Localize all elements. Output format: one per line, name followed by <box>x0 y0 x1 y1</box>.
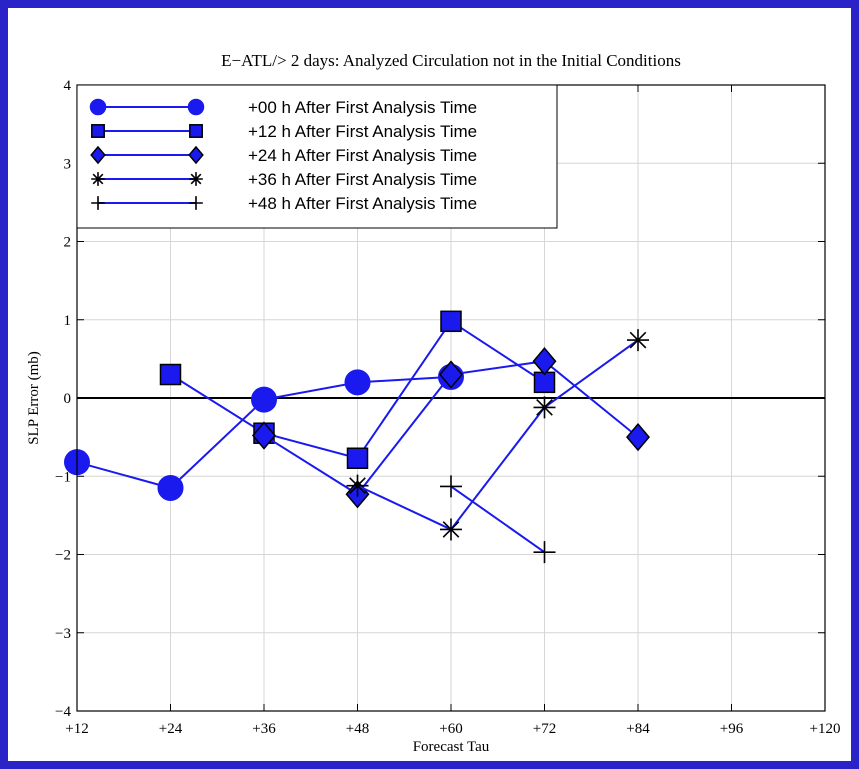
asterisk-marker <box>91 172 105 186</box>
plus-marker <box>440 475 462 498</box>
circle-marker <box>157 474 184 501</box>
y-tick-label: 1 <box>64 313 72 329</box>
x-tick-label: +36 <box>252 721 276 737</box>
x-tick-label: +96 <box>720 721 744 737</box>
square-marker <box>91 124 105 138</box>
y-tick-label: 4 <box>64 78 72 94</box>
diamond-marker <box>188 145 204 165</box>
legend-entry: +24 h After First Analysis Time <box>90 145 477 165</box>
legend-entry: +36 h After First Analysis Time <box>91 170 477 189</box>
legend-entry: +48 h After First Analysis Time <box>91 194 477 213</box>
x-tick-label: +24 <box>159 721 183 737</box>
plus-marker <box>189 196 203 210</box>
square-marker <box>440 310 462 333</box>
y-tick-label: −1 <box>55 469 71 485</box>
chart-title: E−ATL/> 2 days: Analyzed Circulation not… <box>221 51 681 70</box>
series-line <box>450 485 546 553</box>
legend-entry: +00 h After First Analysis Time <box>89 98 477 117</box>
diamond-marker <box>252 421 276 450</box>
legend-entry: +12 h After First Analysis Time <box>91 122 477 141</box>
circle-marker <box>344 369 371 396</box>
plus-marker <box>91 196 105 210</box>
x-tick-label: +48 <box>346 721 369 737</box>
x-tick-label: +120 <box>810 721 841 737</box>
legend: +00 h After First Analysis Time +12 h Aft… <box>76 84 558 229</box>
diamond-marker <box>90 145 106 165</box>
legend-label: +48 h After First Analysis Time <box>248 194 477 213</box>
series-plus <box>440 475 556 564</box>
circle-marker <box>187 98 205 116</box>
series-layer <box>64 310 650 564</box>
circle-marker <box>89 98 107 116</box>
y-tick-label: 3 <box>64 156 72 172</box>
diamond-marker <box>626 422 650 452</box>
legend-label: +00 h After First Analysis Time <box>248 98 477 117</box>
legend-box <box>76 84 558 229</box>
x-tick-label: +12 <box>65 721 88 737</box>
asterisk-marker <box>627 329 649 352</box>
square-marker <box>346 447 369 470</box>
legend-label: +12 h After First Analysis Time <box>248 122 477 141</box>
x-axis-label: Forecast Tau <box>413 739 490 755</box>
diamond-marker <box>439 360 463 389</box>
y-tick-label: −3 <box>55 626 71 642</box>
asterisk-marker <box>346 474 369 497</box>
asterisk-marker <box>440 518 462 541</box>
circle-marker <box>251 386 277 413</box>
asterisk-marker <box>189 172 203 186</box>
y-tick-label: −4 <box>55 704 71 720</box>
diamond-marker <box>532 347 557 376</box>
x-tick-label: +72 <box>533 721 556 737</box>
y-tick-label: −2 <box>55 548 71 564</box>
series-diamond <box>252 347 650 509</box>
y-tick-label: 2 <box>64 235 72 251</box>
series-asterisk <box>346 329 649 541</box>
y-axis-label: SLP Error (mb) <box>26 351 42 445</box>
plus-marker <box>533 541 556 564</box>
legend-label: +24 h After First Analysis Time <box>248 146 477 165</box>
series-line <box>357 339 639 531</box>
square-marker <box>159 363 182 386</box>
square-marker <box>189 124 203 138</box>
y-tick-label: 0 <box>64 391 72 407</box>
x-tick-label: +60 <box>439 721 462 737</box>
legend-label: +36 h After First Analysis Time <box>248 170 477 189</box>
asterisk-marker <box>533 396 556 419</box>
x-tick-label: +84 <box>626 721 650 737</box>
